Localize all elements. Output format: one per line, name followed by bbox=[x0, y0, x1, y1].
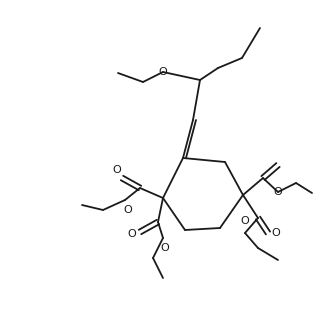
Text: O: O bbox=[274, 187, 283, 197]
Text: O: O bbox=[159, 67, 168, 77]
Text: O: O bbox=[161, 243, 169, 253]
Text: O: O bbox=[272, 228, 280, 238]
Text: O: O bbox=[124, 205, 133, 215]
Text: O: O bbox=[241, 216, 249, 226]
Text: O: O bbox=[113, 165, 122, 175]
Text: O: O bbox=[128, 229, 136, 239]
